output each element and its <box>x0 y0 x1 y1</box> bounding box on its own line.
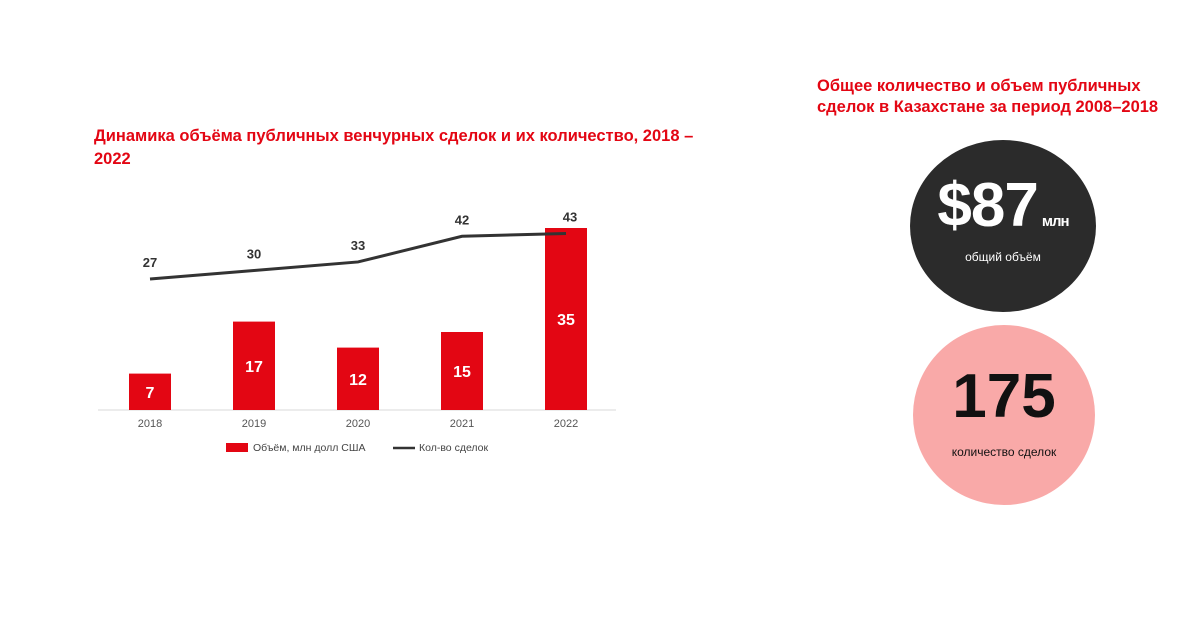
deal-count-value: 175 <box>952 362 1056 431</box>
deal-count-circle: 175 количество сделок <box>913 325 1095 505</box>
bar-2019 <box>233 321 275 410</box>
total-volume-value: $87 <box>937 171 1038 240</box>
total-volume-caption: общий объём <box>965 250 1041 264</box>
legend-swatch-volume <box>226 443 248 452</box>
combo-chart: 7 17 12 15 35 27 30 33 42 43 2018 2019 2020 2021 2022 О… <box>98 209 616 454</box>
total-volume-unit: млн <box>1041 213 1070 230</box>
x-tick-2019: 2019 <box>242 418 266 430</box>
line-label-2020: 33 <box>351 238 365 253</box>
total-volume-value-wrap: $87 млн <box>910 170 1096 241</box>
x-tick-2021: 2021 <box>450 418 474 430</box>
bar-label-2021: 15 <box>453 364 471 381</box>
deals-count-line <box>149 231 567 281</box>
line-label-2018: 27 <box>143 255 157 270</box>
line-label-2022: 43 <box>563 209 577 224</box>
bar-2022 <box>545 228 587 410</box>
x-tick-2020: 2020 <box>346 418 370 430</box>
bar-label-2020: 12 <box>349 372 367 389</box>
line-label-2019: 30 <box>247 247 261 262</box>
x-tick-2018: 2018 <box>138 418 162 430</box>
summary-title: Общее количество и объем публичных сдело… <box>817 77 1159 116</box>
bar-label-2019: 17 <box>245 359 263 376</box>
line-label-2021: 42 <box>455 212 469 227</box>
bar-2018 <box>129 373 171 410</box>
total-volume-circle: $87 млн общий объём <box>910 140 1096 312</box>
deal-count-caption: количество сделок <box>951 445 1057 459</box>
legend-label-deals: Кол-во сделок <box>419 442 489 454</box>
bar-2020 <box>337 347 379 410</box>
bar-label-2022: 35 <box>557 312 575 329</box>
bar-label-2018: 7 <box>146 385 155 402</box>
bar-2021 <box>441 332 483 410</box>
x-tick-2022: 2022 <box>554 418 578 430</box>
legend-label-volume: Объём, млн долл США <box>253 442 365 454</box>
chart-title: Динамика объёма публичных венчурных сдел… <box>94 127 694 168</box>
